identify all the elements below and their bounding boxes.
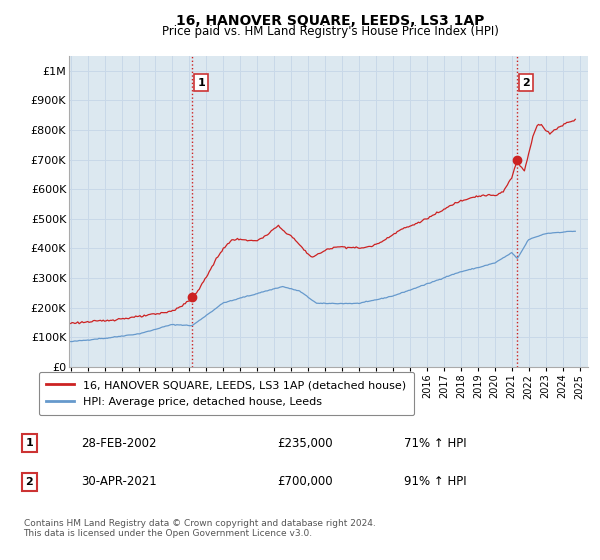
Text: 91% ↑ HPI: 91% ↑ HPI: [404, 475, 466, 488]
Text: 28-FEB-2002: 28-FEB-2002: [81, 437, 157, 450]
Text: Price paid vs. HM Land Registry's House Price Index (HPI): Price paid vs. HM Land Registry's House …: [161, 25, 499, 38]
Text: 1: 1: [25, 438, 33, 448]
Text: 16, HANOVER SQUARE, LEEDS, LS3 1AP: 16, HANOVER SQUARE, LEEDS, LS3 1AP: [176, 14, 484, 28]
Text: Contains HM Land Registry data © Crown copyright and database right 2024.
This d: Contains HM Land Registry data © Crown c…: [23, 519, 375, 539]
Text: £235,000: £235,000: [277, 437, 332, 450]
Text: 71% ↑ HPI: 71% ↑ HPI: [404, 437, 466, 450]
Text: 2: 2: [25, 477, 33, 487]
Text: 2: 2: [523, 78, 530, 88]
Text: £700,000: £700,000: [277, 475, 332, 488]
Text: 1: 1: [197, 78, 205, 88]
Legend: 16, HANOVER SQUARE, LEEDS, LS3 1AP (detached house), HPI: Average price, detache: 16, HANOVER SQUARE, LEEDS, LS3 1AP (deta…: [38, 372, 414, 415]
Text: 30-APR-2021: 30-APR-2021: [81, 475, 157, 488]
